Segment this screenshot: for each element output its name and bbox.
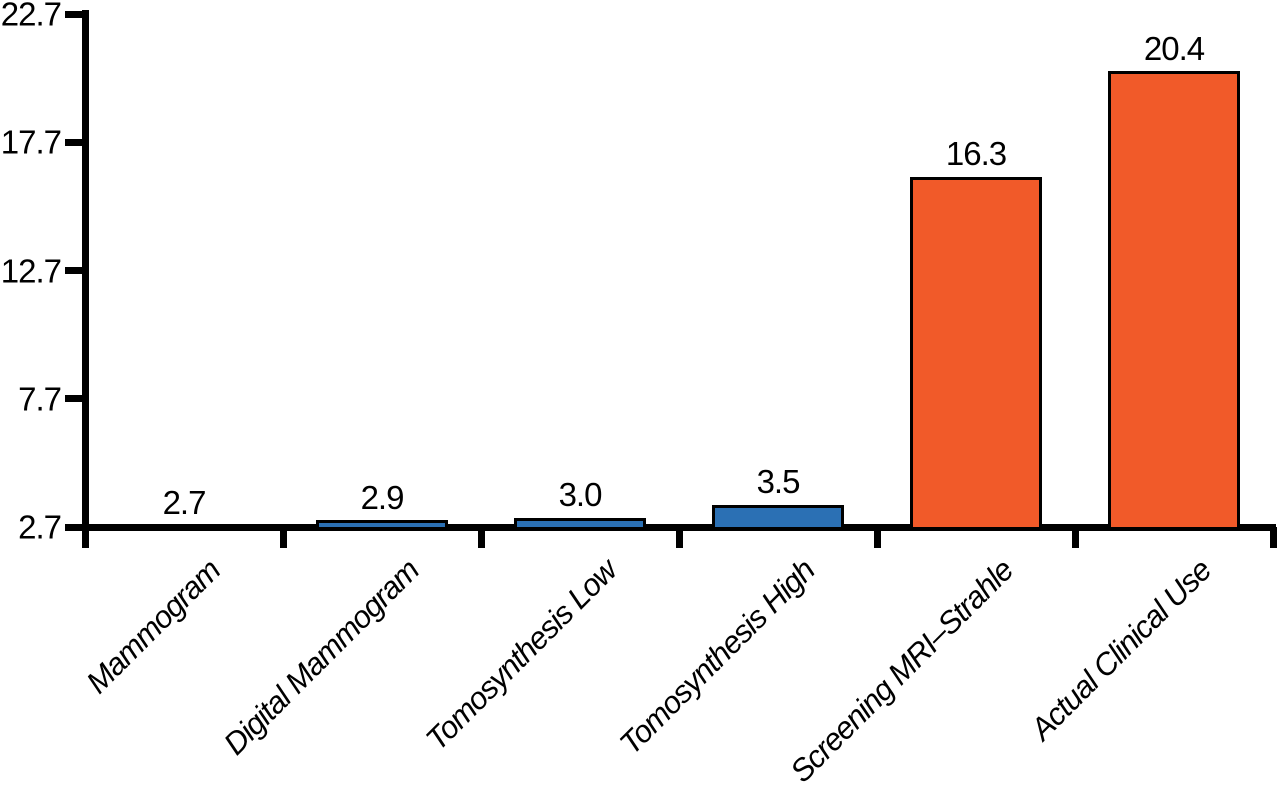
y-tick-label: 17.7 bbox=[0, 123, 62, 161]
y-tick-label: 12.7 bbox=[0, 252, 62, 289]
y-tick-label: 2.7 bbox=[18, 508, 62, 546]
value-label: 2.7 bbox=[162, 484, 207, 521]
x-category-label: Actual Clinical Use bbox=[1023, 552, 1218, 747]
x-category-label: Tomosynthesis Low bbox=[418, 552, 624, 758]
x-tick-mark bbox=[675, 527, 683, 548]
y-tick-label: 7.7 bbox=[18, 380, 62, 418]
x-category-label: Mammogram bbox=[79, 552, 228, 701]
x-tick-mark bbox=[1269, 527, 1277, 548]
y-axis-line bbox=[82, 10, 89, 548]
bar-tomosynthesis-low bbox=[514, 517, 646, 530]
y-tick-mark bbox=[65, 523, 86, 531]
y-tick-mark bbox=[65, 267, 86, 274]
y-tick-label: 22.7 bbox=[0, 0, 62, 33]
value-label: 16.3 bbox=[945, 135, 1007, 173]
x-category-label: Tomosynthesis High bbox=[612, 552, 822, 762]
x-category-label: Screening MRI–Strahle bbox=[782, 552, 1020, 790]
bar-tomosynthesis-high bbox=[712, 504, 844, 530]
bar-screening-mri-strahle bbox=[910, 176, 1042, 530]
bar-actual-clinical-use bbox=[1108, 71, 1240, 530]
y-tick-mark bbox=[65, 138, 86, 146]
bar-digital-mammogram bbox=[316, 520, 448, 530]
x-tick-mark bbox=[1071, 527, 1079, 548]
x-tick-mark bbox=[477, 527, 485, 548]
value-label: 3.5 bbox=[756, 463, 801, 501]
x-tick-mark bbox=[873, 527, 881, 548]
value-label: 3.0 bbox=[558, 476, 603, 514]
x-category-label: Digital Mammogram bbox=[216, 552, 426, 762]
y-tick-mark bbox=[65, 10, 86, 18]
value-label: 20.4 bbox=[1143, 30, 1205, 67]
y-tick-mark bbox=[65, 395, 86, 403]
value-label: 2.9 bbox=[360, 478, 405, 516]
x-tick-mark bbox=[279, 527, 287, 548]
